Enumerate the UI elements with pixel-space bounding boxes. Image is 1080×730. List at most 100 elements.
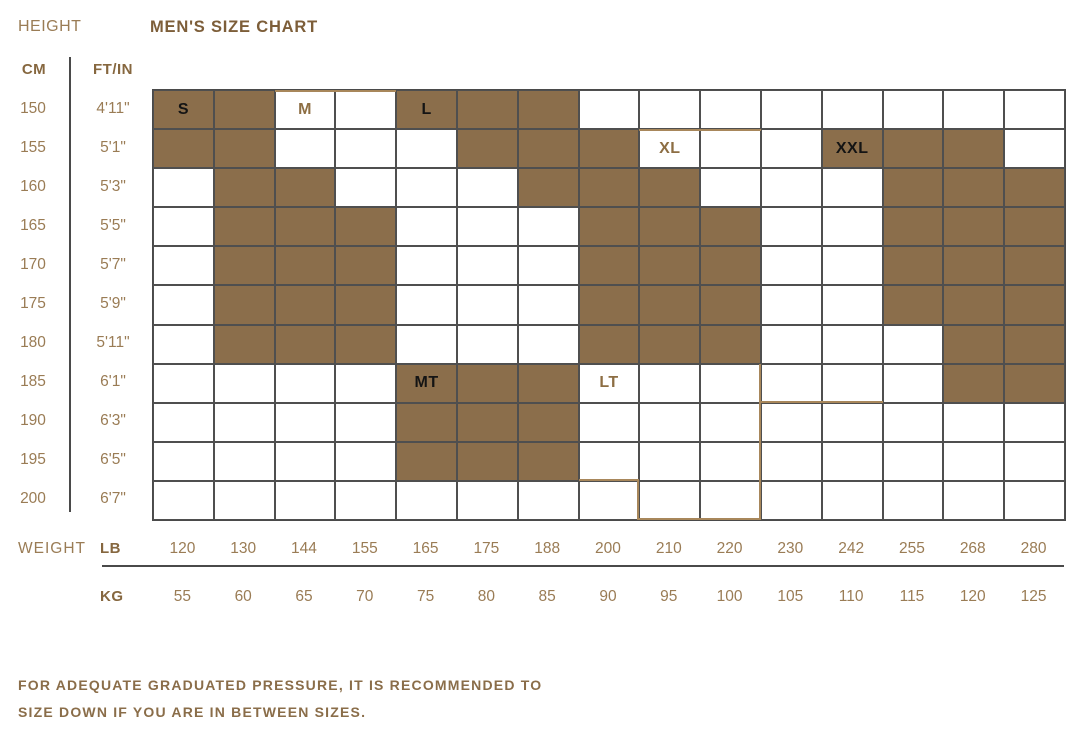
size-cell-empty <box>274 480 336 520</box>
height-cm-value: 160 <box>20 177 46 195</box>
size-cell-empty <box>153 324 214 364</box>
footer-note-line2: SIZE DOWN IF YOU ARE IN BETWEEN SIZES. <box>18 704 367 720</box>
height-ftin-value: 5'5" <box>100 216 126 234</box>
size-cell-filled <box>639 324 701 364</box>
weight-lb-value: 242 <box>838 540 865 557</box>
size-cell-empty <box>335 90 397 130</box>
size-cell-empty <box>821 207 883 247</box>
size-cell-empty <box>153 363 214 403</box>
size-cell-empty <box>760 324 822 364</box>
size-cell-filled <box>335 246 397 286</box>
size-cell-empty <box>760 441 822 481</box>
weight-lb-value: 220 <box>716 540 743 557</box>
size-cell-empty <box>396 207 457 247</box>
size-cell-filled <box>517 402 579 442</box>
height-ftin-value: 6'1" <box>100 373 126 391</box>
weight-kg-value: 115 <box>899 588 925 605</box>
size-cell-filled <box>700 246 761 286</box>
size-cell-filled <box>578 285 640 325</box>
height-cm-value: 190 <box>20 412 46 430</box>
size-label-mt: MT <box>414 374 439 392</box>
height-ftin-value: 6'5" <box>100 451 126 469</box>
size-cell-empty <box>700 402 761 442</box>
size-cell-empty <box>700 363 761 403</box>
size-cell-empty <box>335 441 397 481</box>
size-cell-empty <box>821 480 883 520</box>
size-cell-filled: S <box>153 90 214 130</box>
size-label-xl: XL <box>659 139 681 157</box>
size-cell-filled <box>1004 207 1065 247</box>
height-cm-value: 200 <box>20 490 46 508</box>
tan-region-outline <box>759 402 761 442</box>
size-cell-empty <box>396 246 457 286</box>
size-cell-empty <box>456 207 518 247</box>
size-cell-filled <box>943 324 1005 364</box>
size-cell-filled <box>213 129 275 169</box>
size-cell-empty <box>274 363 336 403</box>
height-ftin-value: 4'11" <box>96 99 130 117</box>
size-cell-empty <box>1004 90 1065 130</box>
weight-kg-value: 85 <box>538 588 556 605</box>
size-cell-empty <box>821 363 883 403</box>
size-cell-empty <box>456 246 518 286</box>
tan-region-outline <box>821 400 883 403</box>
size-cell-empty <box>1004 441 1065 481</box>
size-cell-empty <box>335 402 397 442</box>
size-cell-empty <box>882 324 944 364</box>
weight-lb-row: 120 130 144 155 165 175 188 200 210 220 230 242 255 2… <box>152 536 1064 562</box>
weight-kg-value: 75 <box>416 588 435 605</box>
size-cell-empty <box>760 285 822 325</box>
size-cell-empty <box>882 402 944 442</box>
height-axis-label: HEIGHT <box>18 18 82 35</box>
tan-region-outline <box>700 518 761 520</box>
size-cell-filled <box>213 324 275 364</box>
size-label-l: L <box>421 100 432 118</box>
size-cell-filled <box>943 207 1005 247</box>
weight-lb-value: 268 <box>959 540 986 557</box>
size-cell-empty <box>274 402 336 442</box>
size-cell-filled <box>639 285 701 325</box>
size-cell-filled <box>213 285 275 325</box>
weight-lb-value: 175 <box>473 540 500 557</box>
size-cell-empty <box>153 480 214 520</box>
size-cell-empty <box>700 168 761 208</box>
lb-row-header: LB <box>100 540 121 557</box>
size-cell-empty <box>396 129 457 169</box>
size-cell-empty <box>821 90 883 130</box>
size-cell-empty <box>274 441 336 481</box>
size-cell-empty <box>335 129 397 169</box>
tan-region-outline <box>637 480 640 520</box>
cm-ftin-divider <box>69 57 71 512</box>
size-cell-empty <box>760 402 822 442</box>
size-cell-empty <box>943 480 1005 520</box>
size-cell-filled <box>943 246 1005 286</box>
height-cm-value: 175 <box>20 294 46 312</box>
weight-kg-value: 110 <box>838 588 864 605</box>
size-cell-empty <box>578 90 640 130</box>
size-cell-empty <box>760 90 822 130</box>
size-cell-empty: XL <box>639 129 701 169</box>
size-cell-empty <box>578 480 640 520</box>
size-cell-empty <box>700 129 761 169</box>
size-cell-filled <box>578 168 640 208</box>
weight-lb-value: 130 <box>230 540 257 557</box>
size-cell-empty <box>274 129 336 169</box>
size-chart-grid: S M L XL XXL MT LT <box>152 89 1066 521</box>
size-cell-empty <box>760 363 822 403</box>
size-cell-empty <box>700 480 761 520</box>
weight-kg-value: 105 <box>777 588 804 605</box>
size-cell-filled <box>456 129 518 169</box>
size-cell-empty <box>456 324 518 364</box>
tan-region-outline <box>335 90 397 92</box>
size-cell-filled <box>700 324 761 364</box>
size-cell-empty <box>639 90 701 130</box>
size-cell-filled <box>396 402 457 442</box>
size-cell-empty <box>821 285 883 325</box>
size-cell-filled <box>517 90 579 130</box>
height-cm-value: 165 <box>20 216 46 234</box>
size-cell-filled <box>1004 168 1065 208</box>
size-cell-empty <box>821 402 883 442</box>
size-cell-filled <box>882 168 944 208</box>
lb-kg-divider <box>102 565 1064 567</box>
size-cell-empty <box>213 480 275 520</box>
